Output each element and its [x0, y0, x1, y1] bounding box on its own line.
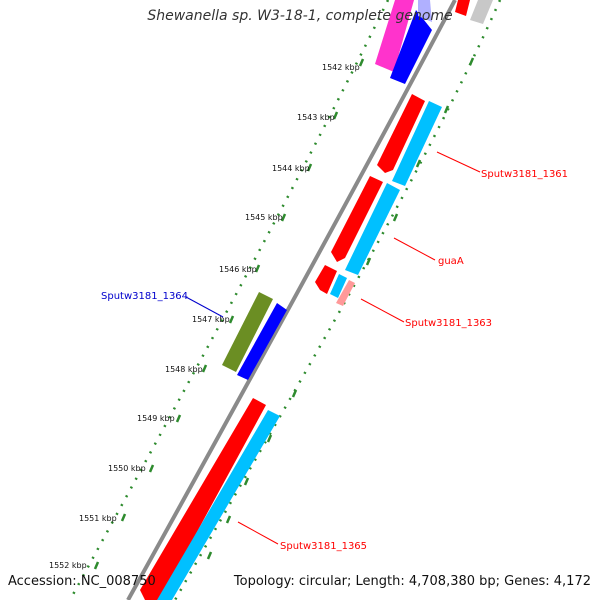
scale-label-1543: 1543 kbp: [297, 113, 335, 122]
scale-label-1547: 1547 kbp: [192, 315, 230, 324]
gene-label-guaa[interactable]: guaA: [438, 256, 464, 267]
scale-label-1545: 1545 kbp: [245, 213, 283, 222]
scale-label-1542: 1542 kbp: [322, 63, 360, 72]
scale-label-1551: 1551 kbp: [79, 514, 117, 523]
genome-backbone: [126, 0, 457, 600]
gene-guaa: [331, 176, 400, 275]
gene-label-sputw3181-1365[interactable]: Sputw3181_1365: [280, 541, 367, 552]
gene-label-sputw3181-1364[interactable]: Sputw3181_1364: [101, 291, 188, 302]
map-title: Shewanella sp. W3-18-1, complete genome: [147, 8, 453, 24]
scale-label-1550: 1550 kbp: [108, 464, 146, 473]
scale-label-1548: 1548 kbp: [165, 365, 203, 374]
gene-sputw3181-1364: [222, 292, 287, 380]
inner-tick-track: [173, 0, 502, 600]
gene-label-sputw3181-1361[interactable]: Sputw3181_1361: [481, 169, 568, 180]
gene-sputw3181-1365: [140, 398, 280, 600]
label-leader-lines: [185, 151, 481, 545]
scale-label-1549: 1549 kbp: [137, 414, 175, 423]
gene-top-partial: [375, 0, 493, 84]
scale-label-1544: 1544 kbp: [272, 164, 310, 173]
gene-label-sputw3181-1363[interactable]: Sputw3181_1363: [405, 318, 492, 329]
scale-ticks-outer: [93, 58, 365, 570]
accession-text: Accession: NC_008750: [8, 574, 156, 589]
scale-label-1552: 1552 kbp: [49, 561, 87, 570]
outer-tick-track: [68, 0, 390, 600]
topology-text: Topology: circular; Length: 4,708,380 bp…: [233, 574, 591, 589]
scale-ticks-inner: [206, 57, 475, 560]
gene-sputw3181-1363: [315, 265, 355, 306]
gene-sputw3181-1361: [377, 94, 442, 186]
scale-label-1546: 1546 kbp: [219, 265, 257, 274]
